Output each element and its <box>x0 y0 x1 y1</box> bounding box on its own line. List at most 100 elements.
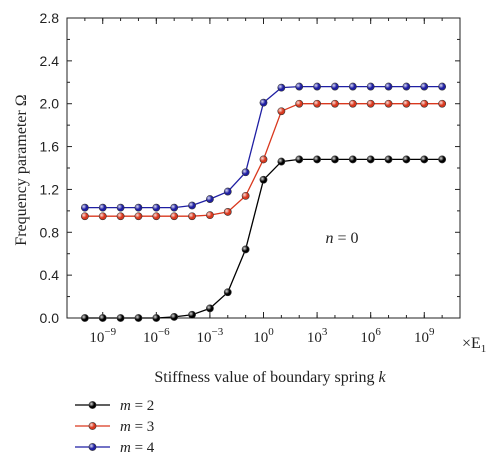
y-tick-label: 0.4 <box>40 267 60 283</box>
legend-label-rest: = 2 <box>131 398 154 414</box>
data-point-highlight <box>420 155 428 164</box>
data-point-highlight <box>188 201 196 210</box>
y-tick-label: 1.2 <box>40 181 60 197</box>
data-point-highlight <box>367 155 375 164</box>
legend-label-var: m <box>120 419 131 435</box>
series-group <box>80 82 447 322</box>
x-tick-label-exp: 3 <box>322 326 328 338</box>
x-tick-label-exp: −3 <box>212 326 224 338</box>
data-point-highlight <box>313 100 321 108</box>
data-point-highlight <box>313 155 321 164</box>
data-point-highlight <box>384 155 393 164</box>
data-point-highlight <box>134 314 143 322</box>
data-point-highlight <box>277 157 285 166</box>
x-tick-label-base: 10 <box>360 330 375 346</box>
data-point-highlight <box>242 192 250 200</box>
legend-marker-highlight <box>88 422 97 430</box>
x-axis-label-var: k <box>379 369 387 386</box>
data-point-highlight <box>81 314 89 322</box>
annotation-var: n <box>325 230 333 247</box>
legend-label: m = 2 <box>120 398 154 414</box>
x-tick-label-base: 10 <box>89 330 104 346</box>
labels-group: Frequency parameter Ω Stiffness value of… <box>13 94 486 386</box>
data-point-highlight <box>99 212 107 220</box>
data-point-highlight <box>295 155 303 164</box>
y-tick-label: 2.4 <box>40 53 60 69</box>
legend-marker-highlight <box>88 443 97 451</box>
y-axis-label: Frequency parameter Ω <box>13 94 30 245</box>
plot-frame <box>66 17 461 319</box>
x-tick-label: 10−3 <box>197 326 224 346</box>
data-point-highlight <box>134 204 143 212</box>
y-tick-label: 0.8 <box>40 224 60 240</box>
x-tick-label-base: 10 <box>307 330 322 346</box>
legend-label: m = 4 <box>120 440 155 456</box>
data-point-highlight <box>134 212 143 220</box>
x-tick-label: 106 <box>360 326 381 346</box>
data-point-highlight <box>99 314 107 322</box>
data-point-highlight <box>188 212 196 220</box>
data-point-highlight <box>242 245 250 254</box>
x-axis-unit-main: ×E <box>462 335 481 352</box>
data-point-highlight <box>116 212 125 220</box>
x-axis-label-main: Stiffness value of boundary spring <box>154 369 378 386</box>
data-point-highlight <box>242 168 250 176</box>
legend-label-var: m <box>120 440 131 456</box>
data-point-highlight <box>402 82 411 91</box>
x-tick-label: 100 <box>253 326 274 346</box>
y-tick-label: 2.8 <box>40 10 60 26</box>
data-point-highlight <box>116 314 125 322</box>
data-point-highlight <box>277 107 285 115</box>
x-tick-label-base: 10 <box>414 330 429 346</box>
annotation-n: n = 0 <box>325 230 358 247</box>
data-point-highlight <box>331 155 339 164</box>
x-tick-label: 103 <box>307 326 328 346</box>
data-point-highlight <box>438 155 446 164</box>
x-tick-label: 10−9 <box>89 326 116 346</box>
data-point-highlight <box>259 99 268 107</box>
data-point-highlight <box>206 304 214 312</box>
data-point-highlight <box>224 208 232 216</box>
series-3 <box>80 82 447 212</box>
data-point-highlight <box>152 212 160 220</box>
legend-label-var: m <box>120 398 131 414</box>
data-point-highlight <box>170 313 178 321</box>
data-point-highlight <box>402 155 411 164</box>
data-point-highlight <box>295 100 303 108</box>
annotation-rest: = 0 <box>333 230 358 247</box>
x-tick-label-exp: 9 <box>429 326 435 338</box>
y-tick-label: 1.6 <box>40 139 60 155</box>
x-axis-label: Stiffness value of boundary spring k <box>154 369 386 386</box>
data-point-highlight <box>313 82 321 91</box>
data-point-highlight <box>295 82 303 91</box>
x-tick-label-base: 10 <box>253 330 268 346</box>
series-2 <box>80 99 447 221</box>
x-tick-label-exp: 6 <box>375 326 381 338</box>
y-tick-label: 2.0 <box>40 96 60 112</box>
data-point-highlight <box>99 204 107 212</box>
legend: m = 2 m = 3 m = 4 <box>75 398 155 456</box>
x-tick-label-base: 10 <box>143 330 158 346</box>
x-axis-unit-label: ×E1 <box>462 335 486 355</box>
x-tick-label: 10−6 <box>143 326 170 346</box>
y-tick-label: 0.0 <box>40 310 60 326</box>
data-point-highlight <box>420 100 428 108</box>
data-point-highlight <box>81 212 89 220</box>
x-tick-label-exp: −9 <box>104 326 116 338</box>
data-point-highlight <box>224 187 232 196</box>
data-point-highlight <box>206 195 214 203</box>
data-point-highlight <box>277 84 285 92</box>
data-point-highlight <box>116 204 125 212</box>
data-point-highlight <box>206 211 214 219</box>
data-point-highlight <box>384 82 393 91</box>
data-point-highlight <box>349 155 357 164</box>
data-point-highlight <box>152 314 160 322</box>
data-point-highlight <box>170 212 178 220</box>
data-point-highlight <box>331 82 339 91</box>
legend-label: m = 3 <box>120 419 154 435</box>
data-point-highlight <box>349 100 357 108</box>
data-point-highlight <box>152 204 160 212</box>
data-point-highlight <box>349 82 357 91</box>
data-point-highlight <box>188 311 196 319</box>
